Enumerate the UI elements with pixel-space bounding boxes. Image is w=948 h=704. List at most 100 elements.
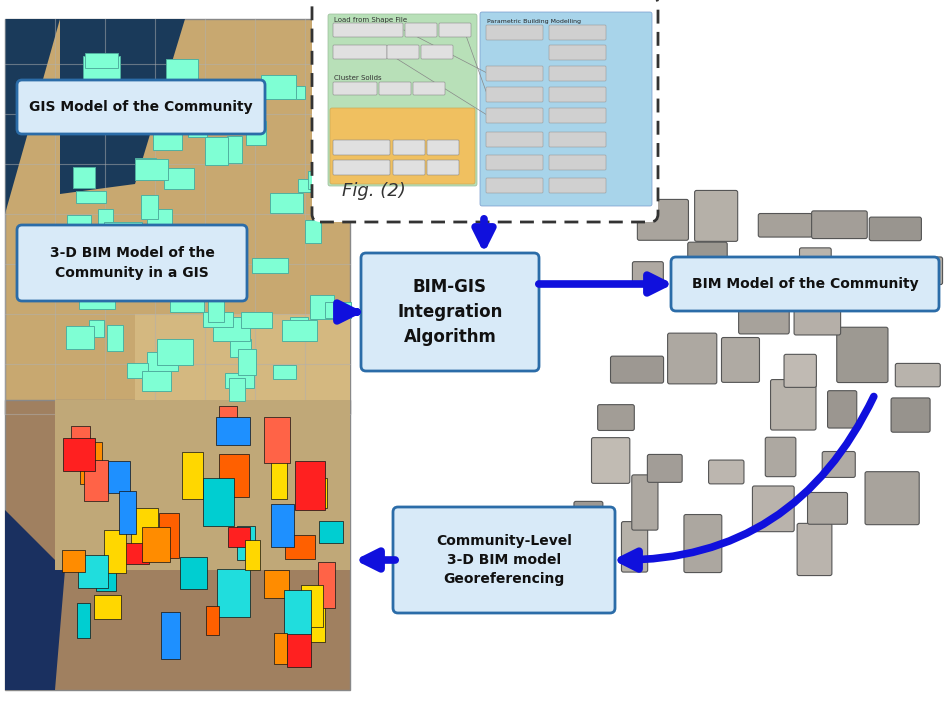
Bar	[81, 442, 102, 484]
Bar	[316, 103, 345, 130]
Bar	[245, 541, 261, 570]
Bar	[67, 215, 91, 230]
FancyBboxPatch shape	[549, 132, 606, 147]
FancyBboxPatch shape	[721, 337, 759, 382]
FancyBboxPatch shape	[421, 45, 453, 59]
Bar	[104, 222, 142, 237]
Bar	[261, 75, 297, 99]
FancyBboxPatch shape	[811, 211, 867, 239]
FancyBboxPatch shape	[439, 23, 471, 37]
Bar	[204, 478, 234, 526]
FancyBboxPatch shape	[549, 87, 606, 102]
FancyBboxPatch shape	[361, 253, 539, 371]
Bar	[308, 171, 330, 189]
Bar	[212, 317, 250, 341]
FancyBboxPatch shape	[684, 515, 721, 572]
Bar	[206, 245, 221, 258]
FancyBboxPatch shape	[828, 391, 857, 428]
FancyBboxPatch shape	[631, 475, 658, 530]
Bar	[319, 562, 335, 608]
Text: Cluster Solids: Cluster Solids	[334, 75, 382, 81]
FancyBboxPatch shape	[405, 23, 437, 37]
Bar	[161, 612, 180, 659]
FancyBboxPatch shape	[486, 87, 543, 102]
FancyBboxPatch shape	[837, 327, 888, 382]
FancyBboxPatch shape	[427, 140, 459, 155]
Bar	[284, 589, 311, 634]
Bar	[246, 121, 266, 145]
FancyBboxPatch shape	[328, 14, 477, 186]
Bar	[290, 317, 308, 332]
FancyBboxPatch shape	[333, 23, 403, 37]
Bar	[228, 527, 250, 547]
FancyBboxPatch shape	[333, 82, 377, 95]
Bar	[141, 194, 158, 220]
FancyBboxPatch shape	[486, 66, 543, 81]
Bar	[273, 365, 296, 379]
FancyBboxPatch shape	[486, 178, 543, 193]
Bar	[295, 461, 325, 510]
FancyBboxPatch shape	[622, 522, 647, 572]
Bar	[166, 59, 198, 81]
Bar	[107, 325, 122, 351]
FancyBboxPatch shape	[549, 25, 606, 40]
Bar	[55, 400, 350, 570]
FancyBboxPatch shape	[891, 398, 930, 432]
Bar	[135, 158, 156, 179]
FancyBboxPatch shape	[393, 160, 425, 175]
Bar	[63, 438, 95, 472]
FancyBboxPatch shape	[794, 287, 841, 335]
FancyBboxPatch shape	[486, 108, 543, 123]
Bar	[228, 378, 246, 401]
Bar	[135, 158, 168, 180]
Bar	[117, 543, 149, 564]
Bar	[89, 320, 104, 337]
FancyArrowPatch shape	[621, 396, 874, 569]
Text: 3-D BIM Model of the
Community in a GIS: 3-D BIM Model of the Community in a GIS	[49, 246, 214, 279]
FancyBboxPatch shape	[799, 248, 831, 284]
Bar	[142, 527, 171, 562]
FancyBboxPatch shape	[632, 262, 664, 286]
Text: Community-Level
3-D BIM model
Georeferencing: Community-Level 3-D BIM model Georeferen…	[436, 534, 572, 586]
Bar	[85, 54, 118, 68]
FancyBboxPatch shape	[387, 45, 419, 59]
Bar	[149, 271, 180, 294]
Polygon shape	[60, 19, 185, 194]
Polygon shape	[5, 510, 65, 690]
FancyBboxPatch shape	[869, 217, 921, 241]
Bar	[170, 294, 204, 312]
Bar	[271, 460, 287, 499]
Bar	[62, 551, 84, 572]
Bar	[131, 508, 158, 553]
FancyBboxPatch shape	[895, 363, 940, 386]
FancyBboxPatch shape	[797, 523, 832, 576]
FancyBboxPatch shape	[17, 80, 265, 134]
Bar	[66, 103, 98, 127]
Bar	[225, 374, 253, 388]
FancyBboxPatch shape	[549, 108, 606, 123]
FancyBboxPatch shape	[393, 507, 615, 613]
Bar	[153, 125, 182, 150]
FancyBboxPatch shape	[379, 82, 411, 95]
Bar	[108, 460, 130, 494]
FancyBboxPatch shape	[486, 132, 543, 147]
Bar	[157, 339, 193, 365]
FancyBboxPatch shape	[486, 155, 543, 170]
Bar	[282, 320, 318, 341]
Bar	[76, 191, 106, 203]
Bar	[237, 526, 255, 560]
FancyBboxPatch shape	[771, 379, 816, 430]
Bar	[217, 569, 250, 617]
Bar	[84, 460, 108, 501]
FancyBboxPatch shape	[393, 140, 425, 155]
Bar	[89, 105, 111, 120]
Bar	[230, 339, 251, 356]
FancyBboxPatch shape	[784, 354, 816, 387]
Bar	[82, 56, 119, 82]
FancyBboxPatch shape	[637, 199, 688, 240]
FancyBboxPatch shape	[549, 66, 606, 81]
Bar	[97, 562, 116, 591]
FancyBboxPatch shape	[671, 257, 939, 311]
FancyBboxPatch shape	[822, 451, 855, 477]
Bar	[126, 233, 160, 259]
